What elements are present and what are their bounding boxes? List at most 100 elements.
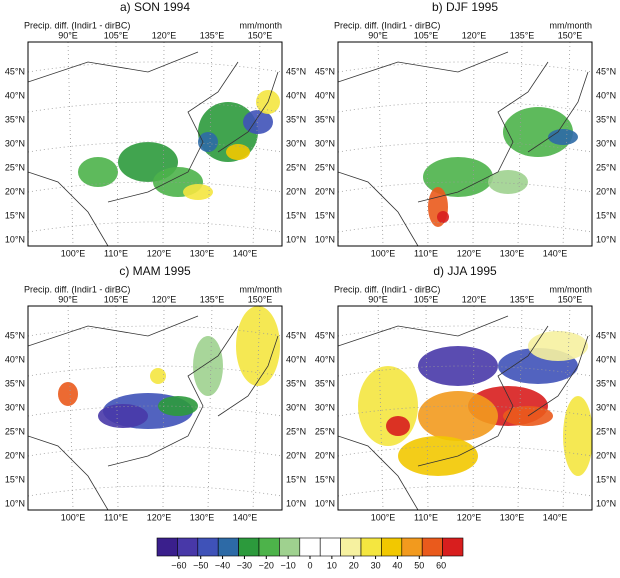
panel-label-left: Precip. diff. (Indir1 - dirBC) [334, 284, 440, 294]
graticule [338, 221, 592, 233]
graticule [338, 485, 592, 497]
lon-label-top: 120°E [462, 294, 487, 304]
lat-label-right: 10°N [286, 234, 306, 244]
graticule [472, 42, 475, 246]
precip-area [488, 170, 528, 194]
graticule [338, 445, 592, 457]
lon-label-top: 120°E [462, 30, 487, 40]
lat-label-left: 10°N [315, 498, 335, 508]
lon-label-bottom: 100°E [371, 512, 396, 522]
lon-label-bottom: 100°E [61, 512, 86, 522]
colorbar-tick-label: 30 [371, 560, 381, 570]
colorbar-tick-label: −40 [215, 560, 230, 570]
lon-label-bottom: 140°E [543, 512, 568, 522]
graticule [28, 181, 282, 193]
lat-label-left: 15°N [315, 210, 335, 220]
lon-label-bottom: 130°E [500, 512, 525, 522]
precip-area [528, 331, 588, 361]
lon-label-bottom: 130°E [190, 248, 215, 258]
lat-label-right: 10°N [286, 498, 306, 508]
coastline [338, 51, 589, 246]
lat-label-left: 10°N [5, 234, 25, 244]
lon-label-top: 105°E [104, 294, 129, 304]
colorbar-swatch [360, 537, 382, 557]
precip-area [158, 396, 198, 416]
lat-label-left: 20°N [315, 186, 335, 196]
graticule [338, 365, 592, 377]
precip-area [386, 416, 410, 436]
lat-label-right: 35°N [286, 114, 306, 124]
precip-area [418, 391, 498, 441]
graticule [338, 325, 592, 337]
lat-label-left: 20°N [315, 450, 335, 460]
panel-label-left: Precip. diff. (Indir1 - dirBC) [24, 284, 130, 294]
lat-label-left: 10°N [5, 498, 25, 508]
map-field [28, 306, 282, 510]
lon-label-top: 105°E [104, 30, 129, 40]
lon-label-bottom: 100°E [61, 248, 86, 258]
precip-area [563, 396, 592, 476]
lat-label-right: 35°N [286, 378, 306, 388]
lat-label-left: 25°N [315, 426, 335, 436]
precip-area [58, 382, 78, 406]
precip-area [398, 436, 478, 476]
graticule [28, 221, 282, 233]
lat-label-right: 40°N [286, 90, 306, 100]
graticule [425, 42, 429, 246]
graticule [28, 101, 282, 113]
lat-label-left: 15°N [5, 474, 25, 484]
lat-label-left: 40°N [315, 90, 335, 100]
precip-area [423, 157, 493, 197]
graticule [338, 181, 592, 193]
lon-label-bottom: 140°E [543, 248, 568, 258]
lat-label-right: 30°N [596, 402, 616, 412]
lat-label-left: 35°N [5, 378, 25, 388]
lat-label-left: 20°N [5, 450, 25, 460]
lat-label-left: 45°N [5, 330, 25, 340]
map-field [338, 306, 592, 510]
lat-label-right: 30°N [286, 402, 306, 412]
panel-title: b) DJF 1995 [432, 0, 498, 14]
precip-area [78, 157, 118, 187]
colorbar-swatch [279, 537, 301, 557]
colorbar-swatch [381, 537, 403, 557]
precip-area [198, 132, 218, 152]
lat-label-right: 45°N [596, 330, 616, 340]
lon-label-top: 90°E [58, 30, 78, 40]
colorbar-swatch [258, 537, 280, 557]
lat-label-left: 35°N [315, 114, 335, 124]
lon-label-top: 90°E [58, 294, 78, 304]
lat-label-right: 40°N [286, 354, 306, 364]
lon-label-bottom: 120°E [147, 512, 172, 522]
colorbar-swatch [340, 537, 362, 557]
graticule [162, 42, 165, 246]
precip-area [548, 129, 578, 145]
lat-label-left: 10°N [315, 234, 335, 244]
panel-title: c) MAM 1995 [119, 264, 191, 278]
precip-area [183, 184, 213, 200]
precip-area [437, 211, 449, 223]
lat-label-right: 25°N [286, 426, 306, 436]
lat-label-right: 35°N [596, 114, 616, 124]
lon-label-bottom: 110°E [414, 248, 438, 258]
colorbar-tick-label: 50 [414, 560, 424, 570]
lon-label-bottom: 100°E [371, 248, 396, 258]
coastline [338, 315, 589, 510]
colorbar-swatch [442, 537, 464, 557]
lat-label-left: 15°N [315, 474, 335, 484]
map-frame [27, 305, 283, 511]
lon-label-bottom: 120°E [147, 248, 172, 258]
precip-area [226, 144, 250, 160]
lon-label-top: 135°E [200, 30, 225, 40]
lon-label-top: 150°E [248, 294, 273, 304]
graticule [338, 61, 592, 73]
lat-label-right: 25°N [286, 162, 306, 172]
colorbar-tick-label: 20 [349, 560, 359, 570]
map-field [338, 42, 592, 246]
lon-label-top: 135°E [200, 294, 225, 304]
lon-label-bottom: 140°E [233, 512, 258, 522]
lat-label-left: 35°N [5, 114, 25, 124]
coastline [28, 315, 279, 510]
panel-label-right: mm/month [549, 20, 592, 30]
